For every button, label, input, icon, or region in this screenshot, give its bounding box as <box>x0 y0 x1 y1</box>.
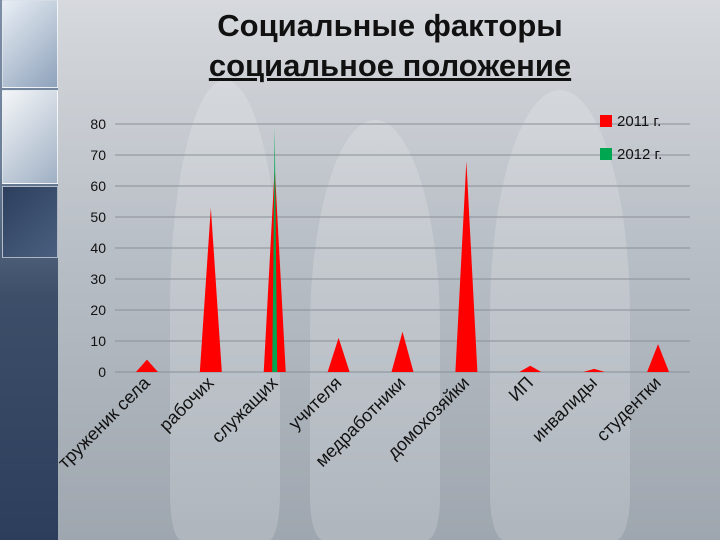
data-spike-2011 <box>647 344 670 372</box>
data-spike-2011 <box>135 359 158 372</box>
photo-tile <box>2 0 58 88</box>
photo-strip <box>0 0 58 540</box>
y-tick-label: 50 <box>90 209 106 225</box>
data-spike-2011 <box>455 161 478 372</box>
legend-item-2011: 2011 г. <box>600 110 662 132</box>
x-tick-label: учителя <box>285 373 346 434</box>
legend-label-2011: 2011 г. <box>617 112 662 130</box>
y-tick-label: 10 <box>90 333 106 349</box>
background <box>58 0 720 540</box>
y-tick-label: 40 <box>90 240 106 256</box>
title: Социальные факторы социальное положение <box>150 6 630 86</box>
data-spike-2011 <box>519 365 542 372</box>
legend-label-2012: 2012 г. <box>617 145 663 163</box>
background-figure <box>310 120 440 540</box>
x-tick-label: труженик села <box>54 372 154 472</box>
photo-tile <box>2 186 58 258</box>
y-tick-label: 70 <box>90 147 106 163</box>
legend-item-2012: 2012 г. <box>600 143 662 165</box>
y-tick-label: 60 <box>90 178 106 194</box>
legend-swatch-2011 <box>600 115 612 127</box>
y-tick-label: 20 <box>90 302 106 318</box>
y-tick-label: 80 <box>90 116 106 132</box>
legend-swatch-2012 <box>600 148 612 160</box>
x-tick-label: инвалиды <box>528 373 601 446</box>
data-spike-2012 <box>272 127 278 372</box>
data-spike-2011 <box>199 207 222 372</box>
data-spike-2011 <box>583 368 606 372</box>
x-tick-label: служащих <box>208 373 282 447</box>
y-tick-label: 0 <box>98 364 106 380</box>
x-tick-label: рабочих <box>155 373 218 436</box>
x-tick-label: студентки <box>592 373 664 445</box>
photo-tile <box>2 90 58 184</box>
x-tick-label: ИП <box>505 373 537 405</box>
background-figure <box>490 90 630 540</box>
legend: 2011 г. 2012 г. <box>600 110 662 176</box>
data-spike-2011 <box>391 331 414 372</box>
title-line-2: социальное положение <box>208 48 572 83</box>
title-line-1: Социальные факторы <box>217 8 563 43</box>
data-spike-2011 <box>327 337 350 372</box>
y-tick-label: 30 <box>90 271 106 287</box>
